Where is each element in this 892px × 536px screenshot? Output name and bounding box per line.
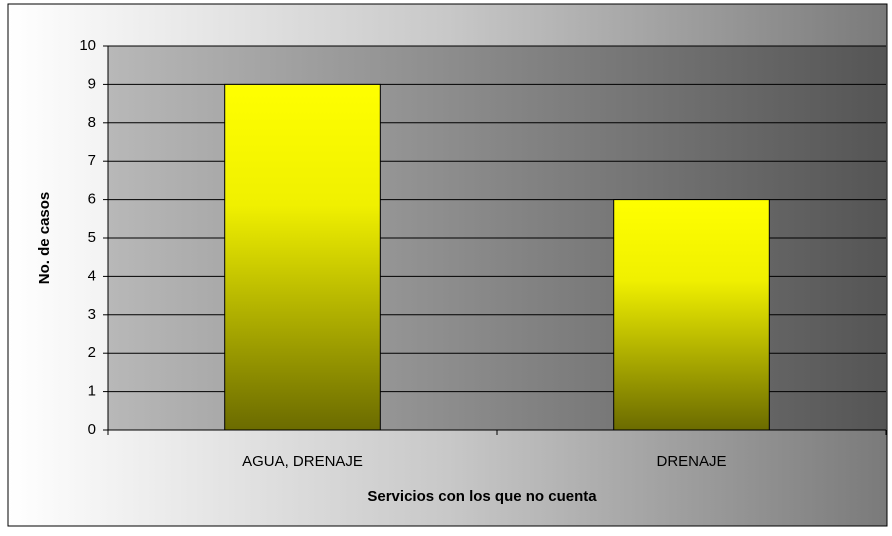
y-tick-label: 8 [88,114,96,131]
y-tick-label: 10 [79,37,96,54]
y-tick-label: 9 [88,75,96,92]
y-tick-label: 4 [88,267,96,284]
bar [613,199,770,431]
y-tick-label: 3 [88,306,96,323]
y-tick-label: 6 [88,191,96,208]
y-tick-label: 1 [88,383,96,400]
x-axis-label: Servicios con los que no cuenta [367,488,597,505]
x-tick-label: AGUA, DRENAJE [242,453,363,470]
y-tick-label: 5 [88,229,96,246]
x-tick-label: DRENAJE [656,453,726,470]
y-tick-label: 2 [88,344,96,361]
y-tick-label: 0 [88,421,96,438]
bar [224,83,381,431]
y-axis-label: No. de casos [36,192,53,285]
y-tick-label: 7 [88,152,96,169]
